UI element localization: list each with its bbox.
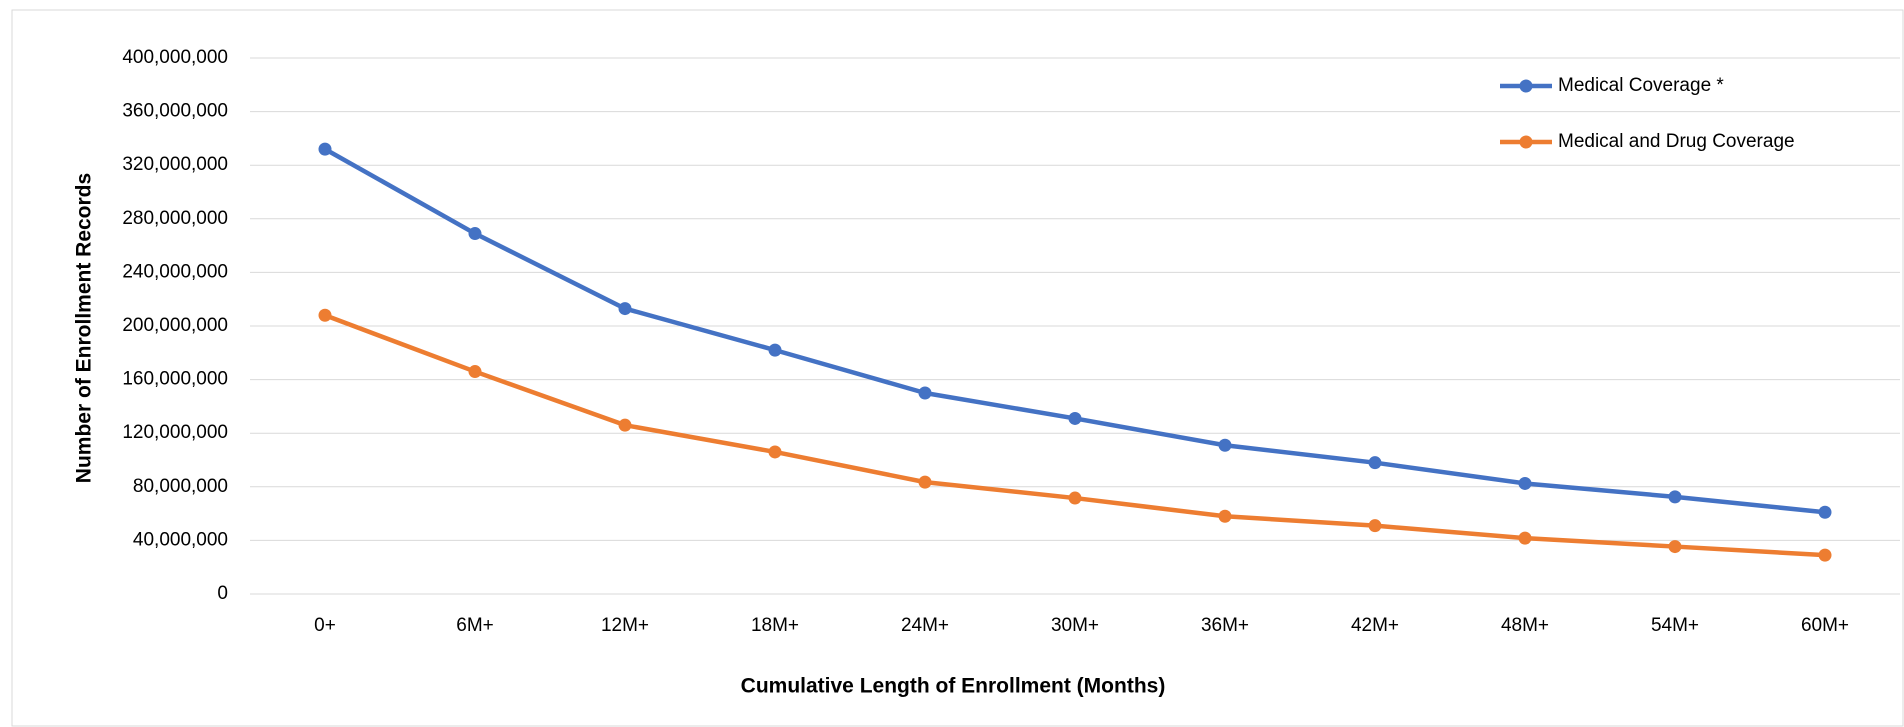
data-point <box>1818 505 1832 519</box>
chart-frame <box>11 9 1904 727</box>
data-point <box>618 302 632 316</box>
data-point <box>1668 490 1682 504</box>
y-tick-label: 0 <box>217 583 228 604</box>
data-point <box>1068 411 1082 425</box>
y-tick-label: 120,000,000 <box>122 422 228 443</box>
data-point <box>1218 509 1232 523</box>
data-point <box>1368 456 1382 470</box>
x-tick-label: 48M+ <box>1501 615 1549 636</box>
legend-label: Medical and Drug Coverage <box>1558 131 1795 152</box>
data-point <box>318 308 332 322</box>
y-tick-label: 360,000,000 <box>122 101 228 122</box>
x-tick-label: 60M+ <box>1801 615 1849 636</box>
legend-marker <box>1519 135 1533 149</box>
x-tick-label: 36M+ <box>1201 615 1249 636</box>
data-point <box>768 343 782 357</box>
y-tick-label: 240,000,000 <box>122 261 228 282</box>
y-tick-label: 200,000,000 <box>122 315 228 336</box>
x-tick-label: 54M+ <box>1651 615 1699 636</box>
y-tick-label: 400,000,000 <box>122 47 228 68</box>
x-tick-label: 12M+ <box>601 615 649 636</box>
data-point <box>1368 519 1382 533</box>
data-point <box>1818 548 1832 562</box>
data-point <box>468 365 482 379</box>
data-point <box>1518 531 1532 545</box>
data-point <box>468 227 482 241</box>
x-tick-label: 42M+ <box>1351 615 1399 636</box>
data-point <box>918 386 932 400</box>
x-tick-label: 6M+ <box>456 615 494 636</box>
y-tick-label: 320,000,000 <box>122 154 228 175</box>
data-point <box>618 418 632 432</box>
data-point <box>318 142 332 156</box>
data-point <box>1518 476 1532 490</box>
legend-label: Medical Coverage * <box>1558 75 1724 96</box>
x-tick-label: 24M+ <box>901 615 949 636</box>
data-point <box>1068 491 1082 505</box>
y-tick-label: 160,000,000 <box>122 369 228 390</box>
y-tick-label: 80,000,000 <box>133 476 228 497</box>
data-point <box>768 445 782 459</box>
y-tick-label: 40,000,000 <box>133 529 228 550</box>
data-point <box>1668 540 1682 554</box>
x-tick-label: 0+ <box>314 615 336 636</box>
x-tick-label: 30M+ <box>1051 615 1099 636</box>
y-tick-label: 280,000,000 <box>122 208 228 229</box>
x-tick-label: 18M+ <box>751 615 799 636</box>
data-point <box>918 475 932 489</box>
legend-marker <box>1519 79 1533 93</box>
data-point <box>1218 438 1232 452</box>
x-axis-title: Cumulative Length of Enrollment (Months) <box>741 675 1166 698</box>
y-axis-title: Number of Enrollment Records <box>73 173 96 483</box>
